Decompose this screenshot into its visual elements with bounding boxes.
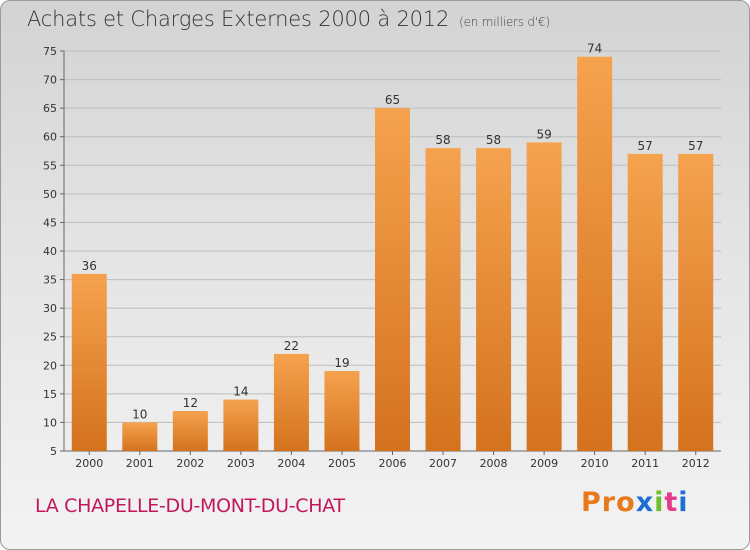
x-tick-label: 2012: [682, 457, 710, 470]
y-tick-label: 65: [43, 102, 57, 115]
logo-letter: i: [654, 487, 665, 518]
y-tick-label: 35: [43, 274, 57, 287]
x-tick-label: 2004: [277, 457, 305, 470]
data-label: 65: [385, 93, 400, 107]
data-label: 57: [638, 139, 653, 153]
data-label: 22: [284, 339, 299, 353]
data-label: 10: [132, 407, 147, 421]
x-tick-label: 2009: [530, 457, 558, 470]
y-tick-label: 20: [43, 359, 57, 372]
bar: [627, 153, 663, 451]
x-tick-label: 2007: [429, 457, 457, 470]
x-tick-label: 2010: [581, 457, 609, 470]
x-tick-label: 2000: [75, 457, 103, 470]
data-label: 59: [536, 127, 551, 141]
logo-letter: x: [635, 487, 655, 518]
y-tick-label: 55: [43, 159, 57, 172]
data-label: 74: [587, 42, 602, 56]
y-tick-label: 40: [43, 245, 57, 258]
data-labels: 36 10 12 14 22 19 65 58 58 59 74 57 57: [82, 42, 704, 422]
data-label: 19: [334, 356, 349, 370]
x-tick-label: 2002: [176, 457, 204, 470]
y-tick-label: 30: [43, 302, 57, 315]
bar: [577, 56, 613, 451]
y-tick-label: 15: [43, 388, 57, 401]
y-tick-label: 45: [43, 216, 57, 229]
data-label: 14: [233, 385, 248, 399]
bar: [526, 142, 562, 451]
bar: [223, 399, 259, 451]
bar: [476, 148, 512, 451]
y-tick-label: 10: [43, 416, 57, 429]
y-tick-label: 5: [50, 445, 57, 458]
y-tick-label: 60: [43, 131, 57, 144]
bar: [678, 153, 714, 451]
data-label: 58: [435, 133, 450, 147]
data-label: 57: [688, 139, 703, 153]
bars: [71, 56, 714, 452]
y-tick-label: 25: [43, 331, 57, 344]
data-label: 36: [82, 259, 97, 273]
logo-letter: i: [678, 487, 689, 518]
x-tick-label: 2005: [328, 457, 356, 470]
x-tick-label: 2008: [480, 457, 508, 470]
x-tick-label: 2003: [227, 457, 255, 470]
y-tick-label: 70: [43, 74, 57, 87]
bar: [375, 108, 410, 452]
x-tick-label: 2011: [631, 457, 659, 470]
bar: [273, 353, 309, 451]
x-tick-label: 2006: [379, 457, 407, 470]
y-tick-label: 50: [43, 188, 57, 201]
x-tick-label: 2001: [126, 457, 154, 470]
commune-name: LA CHAPELLE-DU-MONT-DU-CHAT: [35, 495, 345, 517]
logo-letter: t: [664, 487, 679, 518]
axes: 5 10 15 20 25 30 35 40 45 50 55 60 65 70 75 2000 2001 200…: [43, 45, 721, 470]
bar: [324, 371, 360, 451]
logo-letter: P: [581, 487, 602, 518]
chart-title: Achats et Charges Externes 2000 à 2012 (e…: [27, 7, 550, 31]
logo-letter: r: [601, 487, 617, 518]
chart-subtitle: (en milliers d'€): [459, 15, 550, 29]
data-label: 58: [486, 133, 501, 147]
y-tick-label: 75: [43, 45, 57, 58]
bar: [172, 411, 208, 451]
data-label: 12: [183, 396, 198, 410]
chart-title-text: Achats et Charges Externes 2000 à 2012: [27, 7, 450, 31]
bar: [122, 422, 158, 451]
proxiti-logo: Proxiti: [581, 487, 689, 518]
bar: [425, 148, 461, 451]
logo-letter: o: [616, 487, 636, 518]
bar: [71, 273, 107, 451]
